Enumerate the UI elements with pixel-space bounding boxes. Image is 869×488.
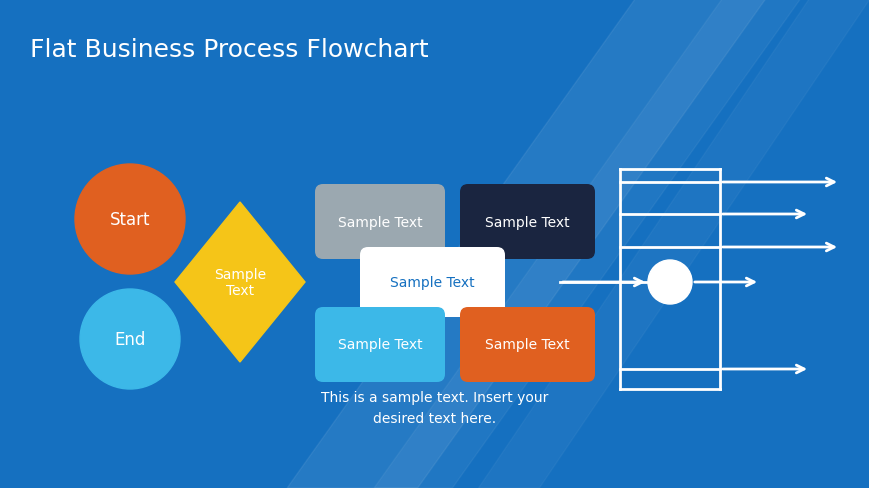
Circle shape — [75, 164, 185, 274]
Text: This is a sample text. Insert your
desired text here.: This is a sample text. Insert your desir… — [321, 390, 548, 425]
Text: End: End — [114, 330, 145, 348]
FancyBboxPatch shape — [315, 184, 444, 260]
Text: Flat Business Process Flowchart: Flat Business Process Flowchart — [30, 38, 428, 62]
FancyBboxPatch shape — [460, 184, 594, 260]
Text: Start: Start — [109, 210, 150, 228]
Polygon shape — [175, 203, 305, 362]
FancyBboxPatch shape — [360, 247, 504, 317]
Text: Sample Text: Sample Text — [337, 215, 421, 229]
Text: Sample Text: Sample Text — [485, 215, 569, 229]
Text: Sample Text: Sample Text — [485, 338, 569, 352]
Circle shape — [647, 261, 691, 305]
Polygon shape — [287, 0, 765, 488]
Polygon shape — [374, 0, 799, 488]
Text: Sample
Text: Sample Text — [214, 267, 266, 298]
FancyBboxPatch shape — [315, 307, 444, 382]
Circle shape — [80, 289, 180, 389]
Text: Sample Text: Sample Text — [337, 338, 421, 352]
FancyBboxPatch shape — [460, 307, 594, 382]
Text: Sample Text: Sample Text — [389, 275, 474, 289]
